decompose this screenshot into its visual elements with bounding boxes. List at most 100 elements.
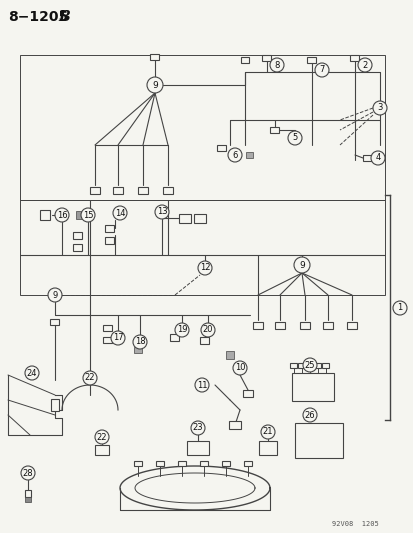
Bar: [322, 362, 329, 367]
Bar: [40, 210, 50, 220]
Text: 16: 16: [57, 211, 67, 220]
Circle shape: [269, 58, 283, 72]
Bar: [74, 231, 82, 238]
Circle shape: [81, 208, 95, 222]
Bar: [150, 54, 159, 60]
Text: 8−1205: 8−1205: [8, 10, 68, 24]
Bar: [242, 390, 252, 397]
Text: 9: 9: [52, 290, 57, 300]
Text: 11: 11: [196, 381, 207, 390]
Circle shape: [195, 378, 209, 392]
Circle shape: [357, 58, 371, 72]
Bar: [20, 200, 384, 295]
Bar: [350, 55, 358, 61]
Text: B: B: [58, 10, 69, 24]
Bar: [259, 441, 276, 455]
Bar: [51, 399, 59, 411]
Bar: [25, 497, 31, 502]
Text: 20: 20: [202, 326, 213, 335]
Bar: [200, 336, 209, 343]
Text: 19: 19: [176, 326, 187, 335]
Bar: [74, 244, 82, 251]
Bar: [221, 461, 230, 465]
Circle shape: [372, 101, 386, 115]
Text: 23: 23: [192, 424, 203, 432]
Text: 9: 9: [299, 261, 304, 270]
Bar: [187, 441, 209, 455]
Bar: [246, 152, 253, 158]
Bar: [294, 423, 342, 458]
Circle shape: [48, 288, 62, 302]
Text: 10: 10: [234, 364, 244, 373]
Bar: [76, 211, 84, 219]
Bar: [228, 421, 240, 429]
Text: 4: 4: [375, 154, 380, 163]
Bar: [346, 321, 356, 328]
Bar: [194, 214, 206, 222]
Bar: [134, 347, 142, 353]
Circle shape: [392, 301, 406, 315]
Bar: [95, 445, 109, 455]
Bar: [138, 187, 147, 193]
Text: 8: 8: [274, 61, 279, 69]
Bar: [90, 187, 100, 193]
Text: 24: 24: [27, 368, 37, 377]
Bar: [50, 319, 59, 325]
Text: 1: 1: [396, 303, 402, 312]
Bar: [243, 461, 252, 465]
Text: 18: 18: [134, 337, 145, 346]
Bar: [103, 337, 112, 343]
Circle shape: [287, 131, 301, 145]
Bar: [225, 351, 233, 359]
Text: 25: 25: [304, 360, 314, 369]
Text: 5: 5: [292, 133, 297, 142]
Text: 21: 21: [262, 427, 273, 437]
Bar: [299, 321, 309, 328]
Circle shape: [260, 425, 274, 439]
Circle shape: [111, 331, 125, 345]
Text: 15: 15: [83, 211, 93, 220]
Bar: [322, 321, 332, 328]
Text: 3: 3: [376, 103, 382, 112]
Text: 26: 26: [304, 410, 315, 419]
Circle shape: [21, 466, 35, 480]
Text: 13: 13: [156, 207, 167, 216]
Bar: [240, 57, 248, 63]
Text: 9: 9: [152, 80, 157, 90]
Bar: [306, 362, 313, 367]
Circle shape: [370, 151, 384, 165]
Text: 14: 14: [114, 208, 125, 217]
Bar: [262, 55, 271, 61]
Bar: [163, 187, 173, 193]
Bar: [307, 57, 316, 63]
Circle shape: [233, 361, 247, 375]
Bar: [25, 489, 31, 497]
Bar: [134, 461, 142, 465]
Bar: [178, 461, 185, 465]
Bar: [298, 362, 305, 367]
Text: 7: 7: [318, 66, 324, 75]
Bar: [270, 127, 279, 133]
Bar: [20, 55, 384, 200]
Text: 2: 2: [361, 61, 367, 69]
Circle shape: [25, 366, 39, 380]
Circle shape: [55, 208, 69, 222]
Circle shape: [302, 408, 316, 422]
Text: 22: 22: [85, 374, 95, 383]
Circle shape: [190, 421, 204, 435]
Bar: [314, 362, 321, 367]
Bar: [274, 321, 284, 328]
Circle shape: [133, 335, 147, 349]
Circle shape: [113, 206, 127, 220]
Circle shape: [197, 261, 211, 275]
Text: 28: 28: [23, 469, 33, 478]
Circle shape: [175, 323, 189, 337]
Circle shape: [201, 323, 214, 337]
Bar: [252, 321, 262, 328]
Circle shape: [314, 63, 328, 77]
Bar: [170, 334, 179, 341]
Bar: [103, 325, 112, 331]
Circle shape: [293, 257, 309, 273]
Bar: [217, 145, 226, 151]
Circle shape: [154, 205, 169, 219]
